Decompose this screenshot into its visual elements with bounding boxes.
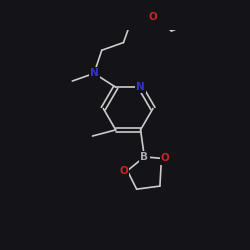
Text: B: B (140, 152, 148, 162)
Text: N: N (136, 82, 145, 92)
Text: O: O (161, 153, 170, 163)
Text: O: O (148, 12, 157, 22)
Text: O: O (119, 166, 128, 176)
Text: N: N (90, 68, 98, 78)
